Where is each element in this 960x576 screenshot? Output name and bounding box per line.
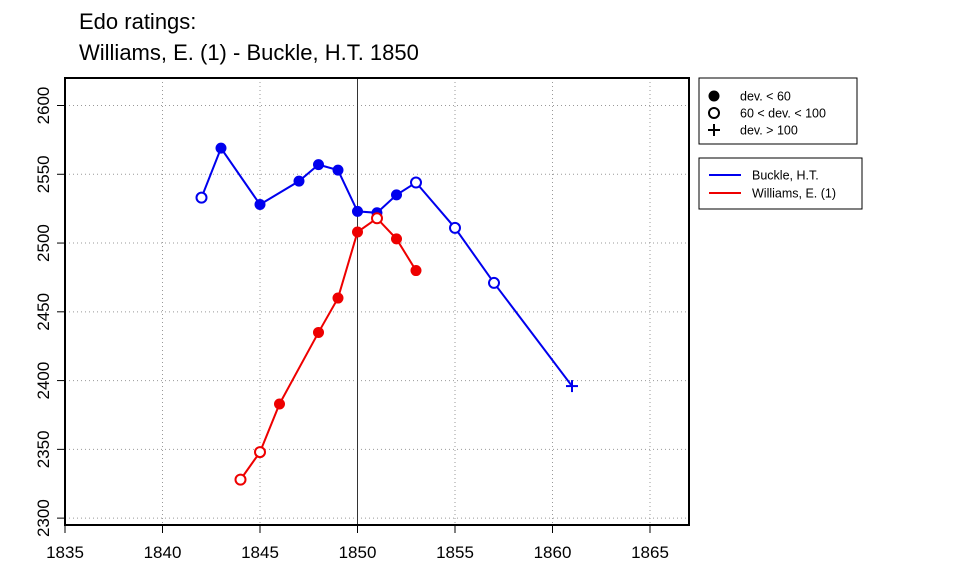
y-tick-label: 2400 xyxy=(34,362,53,400)
y-tick-label: 2450 xyxy=(34,293,53,331)
x-tick-label: 1840 xyxy=(144,543,182,562)
legend-label: 60 < dev. < 100 xyxy=(740,107,826,121)
legend-label: Buckle, H.T. xyxy=(752,169,819,183)
marker-legend: dev. < 60 60 < dev. < 100 dev. > 100 xyxy=(698,77,858,145)
series-0 xyxy=(195,142,578,393)
data-point xyxy=(352,205,363,217)
data-point xyxy=(410,265,422,277)
marker-legend-box xyxy=(698,77,858,145)
data-point xyxy=(332,292,344,304)
data-point xyxy=(488,276,500,289)
data-point xyxy=(371,212,383,225)
data-point xyxy=(566,380,578,393)
x-tick-label: 1850 xyxy=(339,543,377,562)
y-tick-label: 2550 xyxy=(34,155,53,193)
data-point xyxy=(410,176,422,189)
legend-label: dev. > 100 xyxy=(740,124,798,138)
y-tick-label: 2300 xyxy=(34,499,53,537)
legend-symbol xyxy=(708,124,720,136)
data-point xyxy=(215,142,227,154)
series-1 xyxy=(234,212,422,486)
series-legend-box xyxy=(698,157,863,210)
y-tick-label: 2600 xyxy=(34,87,53,125)
chart-subtitle: Williams, E. (1) - Buckle, H.T. 1850 xyxy=(79,40,419,65)
data-point xyxy=(449,221,461,234)
series-layer xyxy=(195,142,578,486)
plot-frame xyxy=(64,77,690,526)
y-tick-label: 2350 xyxy=(34,430,53,468)
data-point xyxy=(352,226,363,238)
data-point xyxy=(234,473,247,486)
data-point xyxy=(195,191,208,204)
data-point xyxy=(332,164,344,176)
series-legend: Buckle, H.T. Williams, E. (1) xyxy=(698,157,863,210)
x-tick-label: 1845 xyxy=(241,543,279,562)
data-point xyxy=(254,199,266,211)
data-point xyxy=(293,175,305,187)
x-tick-label: 1835 xyxy=(46,543,84,562)
data-point xyxy=(254,446,266,459)
series-line xyxy=(200,146,573,387)
series-line xyxy=(239,216,417,481)
legend-label: dev. < 60 xyxy=(740,90,791,104)
grid-lines xyxy=(65,78,689,525)
legend-symbol xyxy=(708,107,720,119)
x-tick-label: 1860 xyxy=(534,543,572,562)
data-point xyxy=(313,159,324,171)
legend-symbol xyxy=(708,90,720,102)
x-tick-label: 1855 xyxy=(436,543,474,562)
legends: dev. < 60 60 < dev. < 100 dev. > 100 Buckle… xyxy=(698,77,863,210)
x-tick-label: 1865 xyxy=(631,543,669,562)
chart-title: Edo ratings: xyxy=(79,9,197,34)
y-tick-label: 2500 xyxy=(34,224,53,262)
legend-label: Williams, E. (1) xyxy=(752,187,836,201)
data-point xyxy=(274,398,285,410)
data-point xyxy=(391,189,402,201)
axes: 1835 1840 1845 1850 1855 1860 1865 2300 2350 2400… xyxy=(34,87,669,562)
data-point xyxy=(313,326,324,338)
data-point xyxy=(391,233,402,245)
